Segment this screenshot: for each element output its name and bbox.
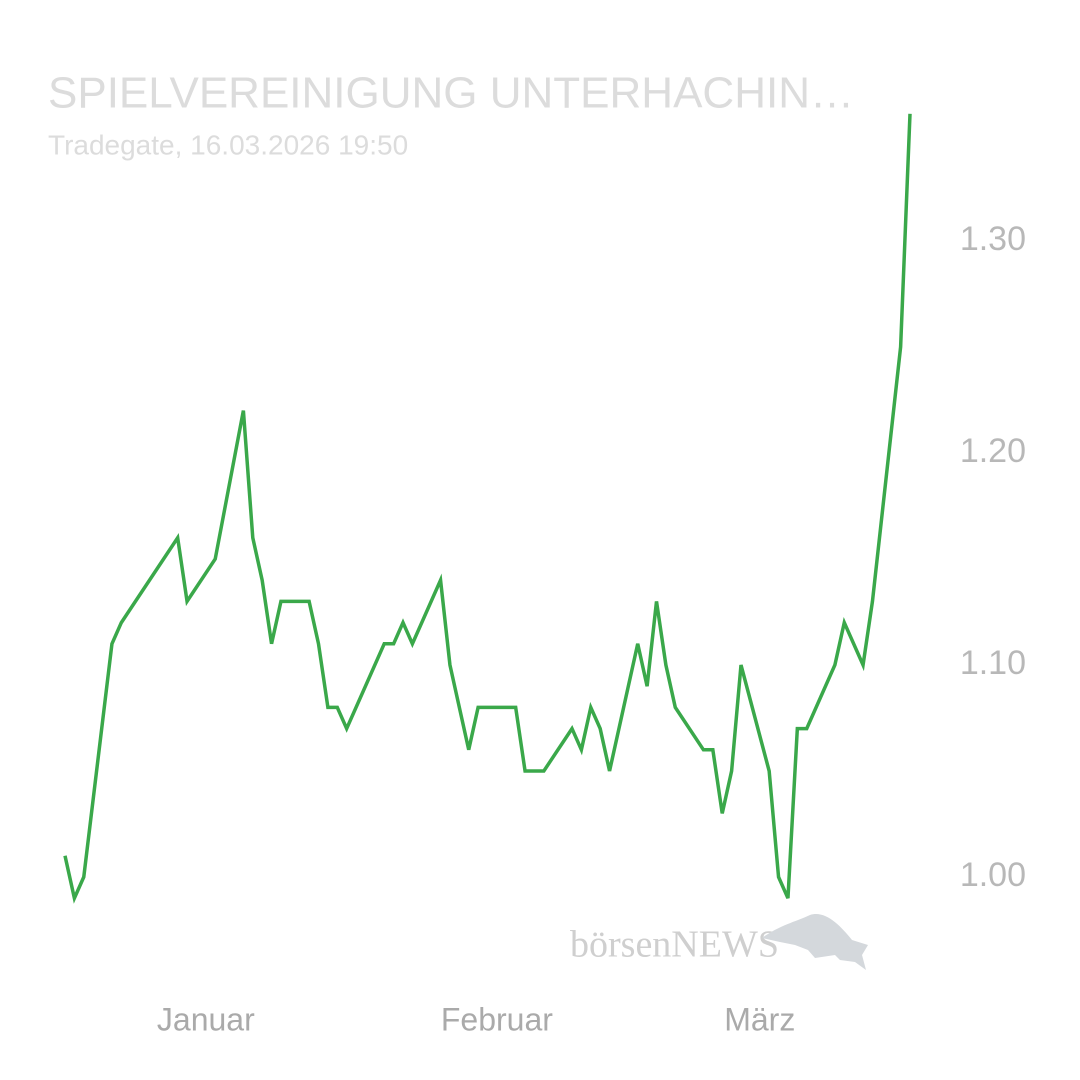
y-tick-label: 1.20 [960,432,1026,470]
x-tick-label: Februar [441,1001,553,1037]
x-tick-label: März [724,1001,795,1037]
price-line [63,113,912,904]
chart-title: SPIELVEREINIGUNG UNTERHACHIN… [48,69,854,118]
chart-subtitle: Tradegate, 16.03.2026 19:50 [48,129,408,160]
x-tick-label: Januar [157,1001,255,1037]
watermark: börsenNEWS [570,924,779,966]
y-tick-label: 1.00 [960,856,1026,894]
y-tick-label: 1.30 [960,220,1026,258]
watermark-icon [762,914,868,970]
y-tick-label: 1.10 [960,644,1026,682]
